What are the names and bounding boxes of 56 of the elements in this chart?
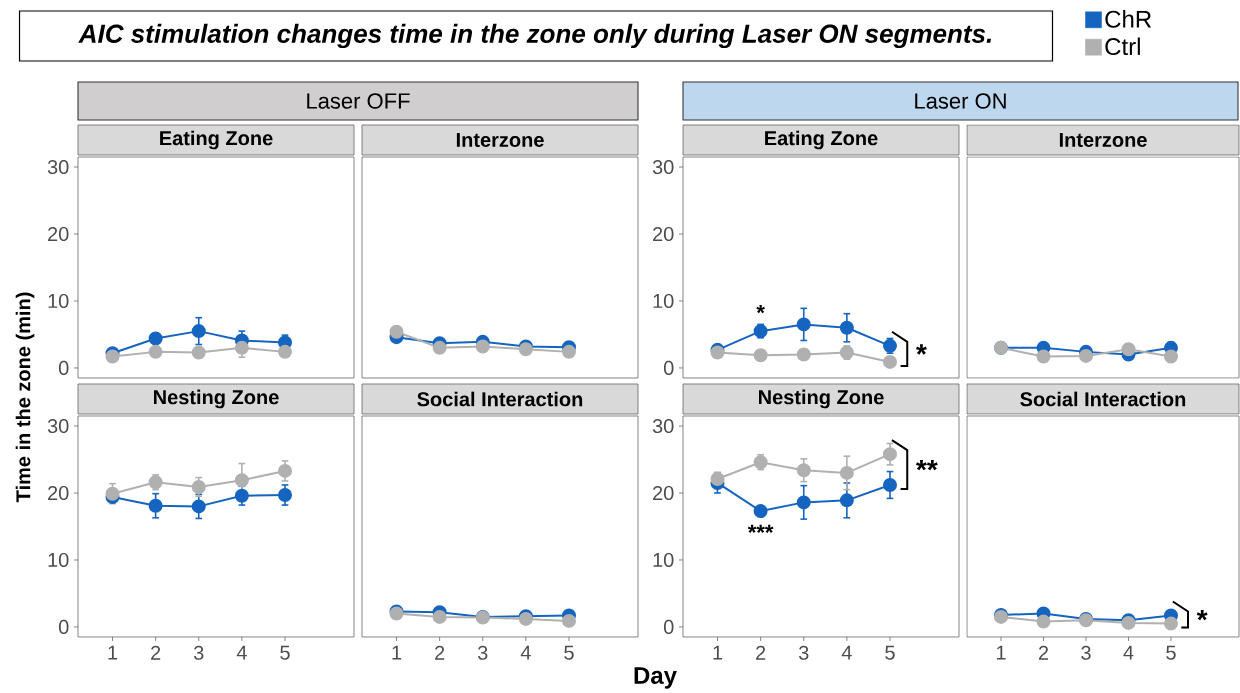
x-tick-label: 3 bbox=[193, 645, 204, 660]
annotation: * bbox=[1196, 609, 1208, 621]
y-tick-label: 0 bbox=[663, 360, 674, 376]
x-tick-label: 4 bbox=[841, 645, 852, 660]
x-tick-label: 2 bbox=[756, 645, 766, 660]
x-tick-label: 4 bbox=[236, 645, 247, 660]
x-axis-title: Day bbox=[634, 667, 677, 689]
annotation: *** bbox=[747, 524, 774, 533]
annotation: ** bbox=[916, 459, 938, 471]
chart-title: Eating Zone bbox=[765, 130, 878, 150]
chart-title: Interzone bbox=[1059, 133, 1147, 147]
chart-title: Eating Zone bbox=[160, 130, 273, 150]
y-tick-label: 30 bbox=[652, 418, 674, 434]
y-tick-label: 30 bbox=[47, 418, 69, 434]
x-tick-label: 1 bbox=[713, 645, 723, 660]
annotation: * bbox=[916, 344, 927, 355]
annotation: * bbox=[756, 305, 765, 314]
x-tick-label: 3 bbox=[798, 645, 809, 660]
legend-label: ChR bbox=[1105, 10, 1152, 28]
chart-title: Nesting Zone bbox=[759, 389, 884, 409]
y-tick-label: 20 bbox=[653, 226, 674, 242]
y-tick-label: 0 bbox=[663, 619, 674, 635]
x-tick-label: 5 bbox=[280, 645, 290, 660]
y-tick-label: 10 bbox=[48, 293, 69, 309]
chart-title: Interzone bbox=[456, 133, 544, 147]
y-tick-label: 0 bbox=[58, 360, 69, 376]
x-tick-label: 5 bbox=[885, 645, 895, 660]
y-tick-label: 10 bbox=[653, 293, 674, 309]
x-tick-label: 1 bbox=[996, 645, 1006, 660]
y-tick-label: 30 bbox=[652, 159, 674, 175]
x-tick-label: 4 bbox=[1123, 645, 1134, 660]
y-tick-label: 30 bbox=[47, 159, 69, 175]
y-tick-label: 20 bbox=[48, 226, 69, 242]
y-tick-label: 20 bbox=[48, 485, 69, 501]
legend-label: Ctrl bbox=[1105, 37, 1140, 56]
y-axis-title: Time in the zone (min) bbox=[15, 292, 35, 503]
x-tick-label: 3 bbox=[1081, 645, 1091, 660]
y-tick-label: 10 bbox=[48, 552, 69, 568]
y-tick-label: 10 bbox=[653, 552, 674, 568]
y-tick-label: 0 bbox=[58, 619, 69, 635]
x-tick-label: 5 bbox=[564, 645, 574, 660]
chart-subtitle: Laser ON bbox=[915, 93, 1006, 109]
x-tick-label: 4 bbox=[520, 645, 531, 660]
text: AIC stimulation changes time in the zone only during Laser ON segments. bbox=[78, 23, 992, 49]
x-tick-label: 2 bbox=[151, 645, 161, 660]
x-tick-label: 5 bbox=[1166, 645, 1176, 660]
x-tick-label: 3 bbox=[477, 645, 488, 660]
chart-title: Social Interaction bbox=[417, 391, 583, 407]
x-tick-label: 2 bbox=[1038, 645, 1049, 660]
x-tick-label: 2 bbox=[435, 645, 445, 660]
x-tick-label: 1 bbox=[392, 645, 402, 660]
chart-title: Social Interaction bbox=[1020, 391, 1186, 407]
x-tick-label: 1 bbox=[108, 645, 118, 660]
chart-subtitle: Laser OFF bbox=[307, 93, 410, 109]
y-tick-label: 20 bbox=[653, 485, 674, 501]
chart-title: Nesting Zone bbox=[154, 389, 279, 409]
